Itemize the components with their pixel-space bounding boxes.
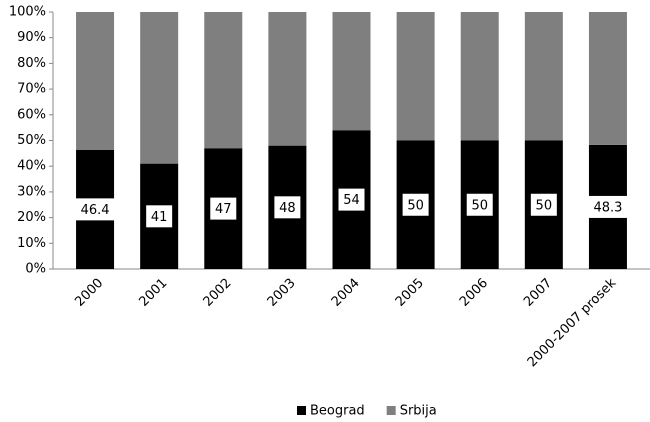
bar-segment <box>76 12 115 150</box>
x-tick-label: 2007 <box>521 276 555 310</box>
data-label-box <box>274 196 301 219</box>
data-label: 50 <box>471 198 488 213</box>
data-label: 48.3 <box>593 200 622 215</box>
bar-segment <box>524 12 563 141</box>
y-tick-label: 10% <box>17 236 46 251</box>
data-label-box <box>146 205 173 228</box>
x-tick-label: 2003 <box>265 276 299 310</box>
y-tick-label: 0% <box>25 262 46 277</box>
data-label: 41 <box>151 210 168 225</box>
legend-label: Beograd <box>310 404 365 419</box>
bar-segment <box>268 12 307 146</box>
x-tick-label: 2005 <box>393 276 427 310</box>
bar-segment <box>204 12 243 149</box>
legend-swatch <box>386 406 396 415</box>
x-tick-label: 2004 <box>329 276 363 310</box>
x-tick-label: 2000 <box>72 276 106 310</box>
data-label-box <box>586 195 629 218</box>
data-label: 50 <box>536 198 553 213</box>
data-label: 48 <box>279 201 296 216</box>
data-label: 50 <box>407 198 424 213</box>
data-label-box <box>466 193 493 216</box>
legend-label: Srbija <box>400 404 437 419</box>
data-label-box <box>210 197 237 220</box>
y-tick-label: 40% <box>17 159 46 174</box>
bar-segment <box>460 12 499 141</box>
y-tick-label: 60% <box>17 107 46 122</box>
data-label-box <box>530 193 557 216</box>
data-label-box <box>74 198 117 221</box>
y-tick-label: 50% <box>17 133 46 148</box>
y-tick-label: 90% <box>17 30 46 45</box>
data-label-box <box>402 193 429 216</box>
data-label: 47 <box>215 202 232 217</box>
data-label: 46.4 <box>81 203 110 218</box>
bar-segment <box>140 12 179 164</box>
x-tick-label: 2001 <box>136 276 170 310</box>
y-tick-label: 100% <box>9 5 46 20</box>
bar-segment <box>396 12 435 141</box>
legend-swatch <box>297 406 306 415</box>
x-tick-label: 2006 <box>457 276 491 310</box>
y-tick-label: 80% <box>17 56 46 71</box>
data-label-box <box>338 188 365 211</box>
y-tick-label: 70% <box>17 82 46 97</box>
data-label: 54 <box>343 193 360 208</box>
bar-segment <box>332 12 371 131</box>
y-tick-label: 30% <box>17 184 46 199</box>
bar-segment <box>588 12 627 145</box>
y-tick-label: 20% <box>17 210 46 225</box>
x-tick-label: 2002 <box>201 276 235 310</box>
